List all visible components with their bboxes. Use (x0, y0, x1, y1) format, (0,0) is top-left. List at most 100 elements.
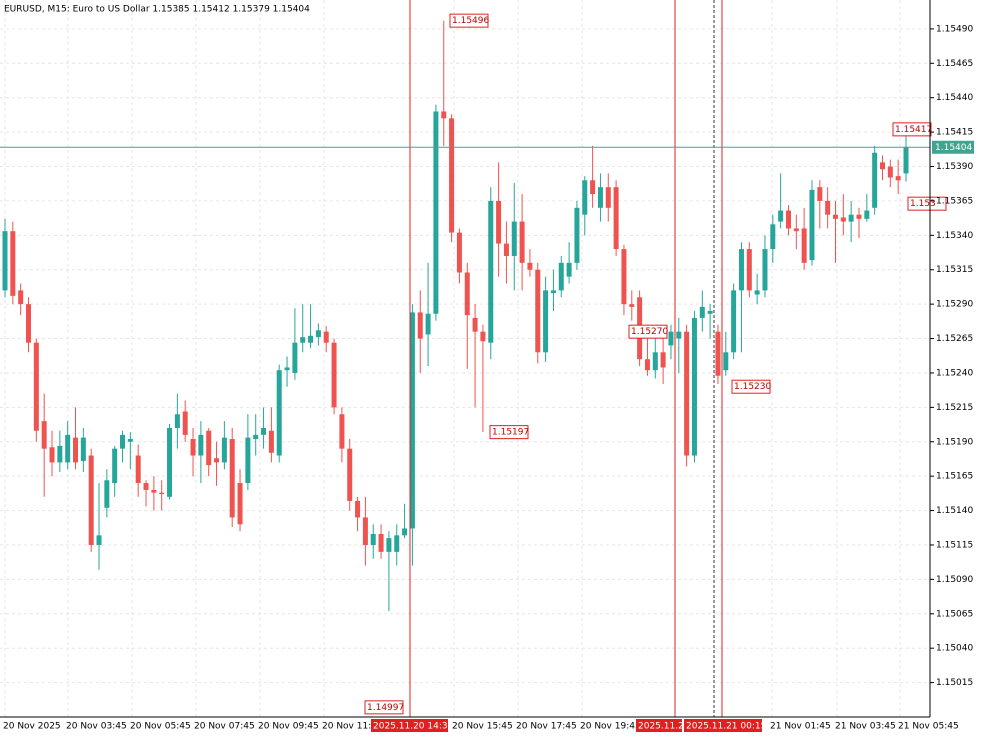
candle-body (88, 455, 94, 545)
candle-body (503, 243, 509, 256)
candle-body (355, 500, 361, 518)
y-tick-label: 1.15390 (936, 162, 973, 172)
candles (2, 20, 909, 612)
candle-body (817, 187, 823, 201)
candle-body (253, 434, 259, 440)
annotation-label: 1.15496 (452, 16, 489, 26)
candle-body (190, 439, 196, 456)
candle-body (449, 118, 455, 233)
price-label: 1.15404 (935, 143, 972, 153)
candle-body (198, 434, 204, 456)
candle-body (527, 262, 533, 270)
x-tick-label: 20 Nov 17:45 (516, 722, 577, 732)
annotation-box (628, 324, 668, 339)
candle-body (441, 111, 447, 119)
x-tick-label: 20 Nov 09:45 (258, 722, 319, 732)
candle-body (276, 370, 282, 456)
y-tick-label: 1.15240 (936, 368, 973, 378)
time-highlight-label: 2025.11.20 14:30 (373, 722, 454, 732)
candle-body (535, 269, 541, 353)
candle-body (464, 272, 470, 316)
candle-body (456, 232, 462, 273)
x-tick-label: 20 Nov 05:45 (130, 722, 191, 732)
candle-body (895, 176, 901, 181)
candle-body (33, 342, 39, 431)
candle-body (684, 331, 690, 456)
candle-body (292, 342, 298, 373)
y-tick-label: 1.15190 (936, 437, 973, 447)
candle-body (832, 214, 838, 219)
x-tick-label: 21 Nov 05:45 (898, 722, 959, 732)
x-tick-label: 20 Nov 03:45 (66, 722, 127, 732)
y-tick-label: 1.15015 (936, 678, 973, 688)
candle-body (770, 224, 776, 250)
candle-body (112, 448, 118, 484)
y-tick-label: 1.15415 (936, 128, 973, 138)
candle-body (308, 335, 314, 343)
candle-body (433, 111, 439, 314)
candle-body (331, 342, 337, 408)
candle-body (864, 210, 870, 219)
candle-body (174, 414, 180, 428)
candle-body (660, 352, 666, 368)
candle-body (237, 483, 243, 525)
candle-body (785, 210, 791, 229)
y-tick-label: 1.15090 (936, 575, 973, 585)
candle-body (605, 187, 611, 208)
candle-body (746, 249, 752, 291)
candle-body (731, 290, 737, 353)
candle-body (879, 162, 885, 170)
y-tick-label: 1.15365 (936, 196, 973, 206)
annotation-box (731, 379, 771, 394)
x-tick-label: 20 Nov 2025 (3, 722, 61, 732)
annotation-box (364, 700, 404, 715)
candle-body (566, 262, 572, 277)
candle-body (26, 304, 32, 343)
time-highlight-label: 2025.11.21 00:15 (686, 722, 766, 732)
candle-body (229, 439, 235, 518)
annotation-label: 1.15197 (492, 428, 529, 438)
candle-body (652, 352, 658, 371)
candle-body (480, 331, 486, 342)
y-tick-label: 1.15065 (936, 609, 973, 619)
candle-body (825, 200, 831, 215)
candle-body (18, 290, 24, 305)
candle-body (613, 187, 619, 250)
candle-body (362, 517, 368, 545)
candle-body (676, 331, 682, 339)
x-tick-label: 20 Nov 19:45 (580, 722, 641, 732)
candle-body (127, 439, 133, 442)
candle-body (809, 189, 815, 261)
candle-body (57, 445, 63, 463)
candle-body (409, 312, 415, 529)
candle-body (887, 166, 893, 178)
candle-body (10, 231, 16, 296)
candle-body (543, 290, 549, 353)
candle-body (268, 430, 274, 453)
y-tick-label: 1.15215 (936, 403, 973, 413)
candle-body (159, 492, 165, 495)
candle-body (723, 352, 729, 371)
candle-body (65, 434, 71, 463)
candle-body (394, 535, 400, 552)
candle-body (644, 359, 650, 371)
candle-body (221, 437, 227, 463)
candle-body (182, 411, 188, 435)
candle-body (214, 458, 220, 463)
overlays: 1.15496 1.15197 1.15270 1.15230 1.15417 1.153… (0, 13, 947, 715)
annotation-box (489, 425, 529, 440)
candle-body (300, 337, 306, 343)
candle-body (488, 200, 494, 343)
candle-body (49, 447, 55, 463)
candle-body (629, 304, 635, 307)
candle-body (261, 427, 267, 435)
y-tick-label: 1.15290 (936, 300, 973, 310)
candle-body (590, 180, 596, 195)
candle-body (120, 434, 126, 449)
candle-body (848, 214, 854, 222)
candle-body (151, 489, 157, 493)
candle-body (496, 200, 502, 244)
candle-body (417, 312, 423, 339)
candle-body (206, 430, 212, 466)
